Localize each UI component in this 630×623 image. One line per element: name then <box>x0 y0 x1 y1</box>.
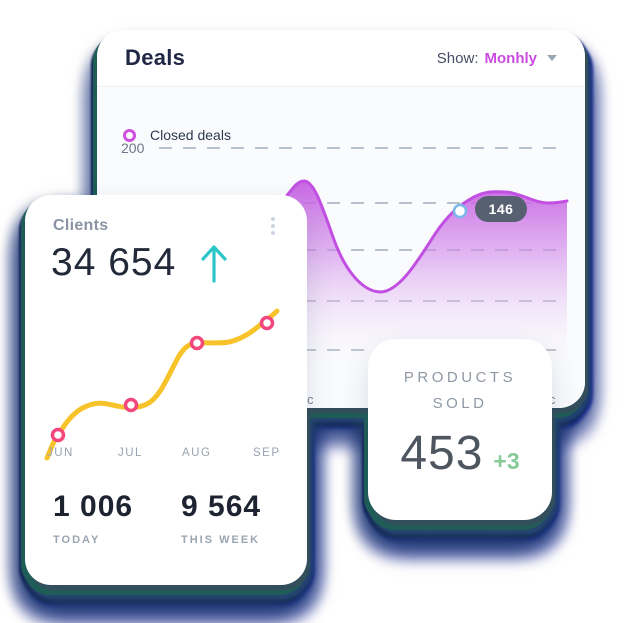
month-label: JUN <box>47 447 74 459</box>
month-label: AUG <box>182 447 212 459</box>
closed-deals-legend: Closed deals <box>123 127 231 143</box>
stat-this-week: 9 564 THIS WEEK <box>181 490 309 546</box>
stat-value: 1 006 <box>53 490 134 523</box>
clients-card-title: Clients <box>53 217 109 234</box>
deals-card-title: Deals <box>125 45 186 70</box>
show-period-value[interactable]: Monhly <box>484 49 538 67</box>
clients-card: Clients 34 654 JUN JUL AUG SEP 1 006 TOD… <box>25 195 307 585</box>
show-period-dropdown[interactable]: Show: Monhly <box>437 50 557 67</box>
products-sold-delta: +3 <box>493 448 520 474</box>
clients-point-markers <box>50 315 275 443</box>
stat-today: 1 006 TODAY <box>53 490 181 546</box>
products-sold-value: 453 <box>400 427 484 480</box>
clients-total-value: 34 654 <box>51 241 177 284</box>
clients-stats: 1 006 TODAY 9 564 THIS WEEK <box>53 490 287 546</box>
kebab-menu-icon[interactable] <box>267 213 279 239</box>
stat-value: 9 564 <box>181 490 262 523</box>
products-value-row: 453 +3 <box>400 426 519 481</box>
clients-trend-line <box>44 308 280 461</box>
y-axis-tick-200: 200 <box>121 140 145 156</box>
month-label: JUL <box>118 447 143 459</box>
month-label: SEP <box>253 447 281 459</box>
legend-ring-icon <box>123 128 136 142</box>
stat-label: THIS WEEK <box>181 534 261 546</box>
show-label: Show: <box>436 49 479 67</box>
products-sold-card: PRODUCTS SOLD 453 +3 <box>368 339 552 520</box>
stat-label: TODAY <box>53 534 101 546</box>
value-tooltip: 146 <box>475 196 527 222</box>
clients-header: Clients <box>53 213 279 239</box>
x-axis-label-fragment: c <box>307 392 314 407</box>
x-axis-label-fragment: c <box>549 392 556 407</box>
legend-label: Closed deals <box>150 127 231 143</box>
trend-up-arrow-icon <box>201 245 227 283</box>
deals-header: Deals Show: Monhly <box>97 30 585 87</box>
chevron-down-icon[interactable] <box>547 55 557 61</box>
products-sold-title: PRODUCTS SOLD <box>403 369 517 412</box>
clients-total-row: 34 654 <box>51 241 230 285</box>
